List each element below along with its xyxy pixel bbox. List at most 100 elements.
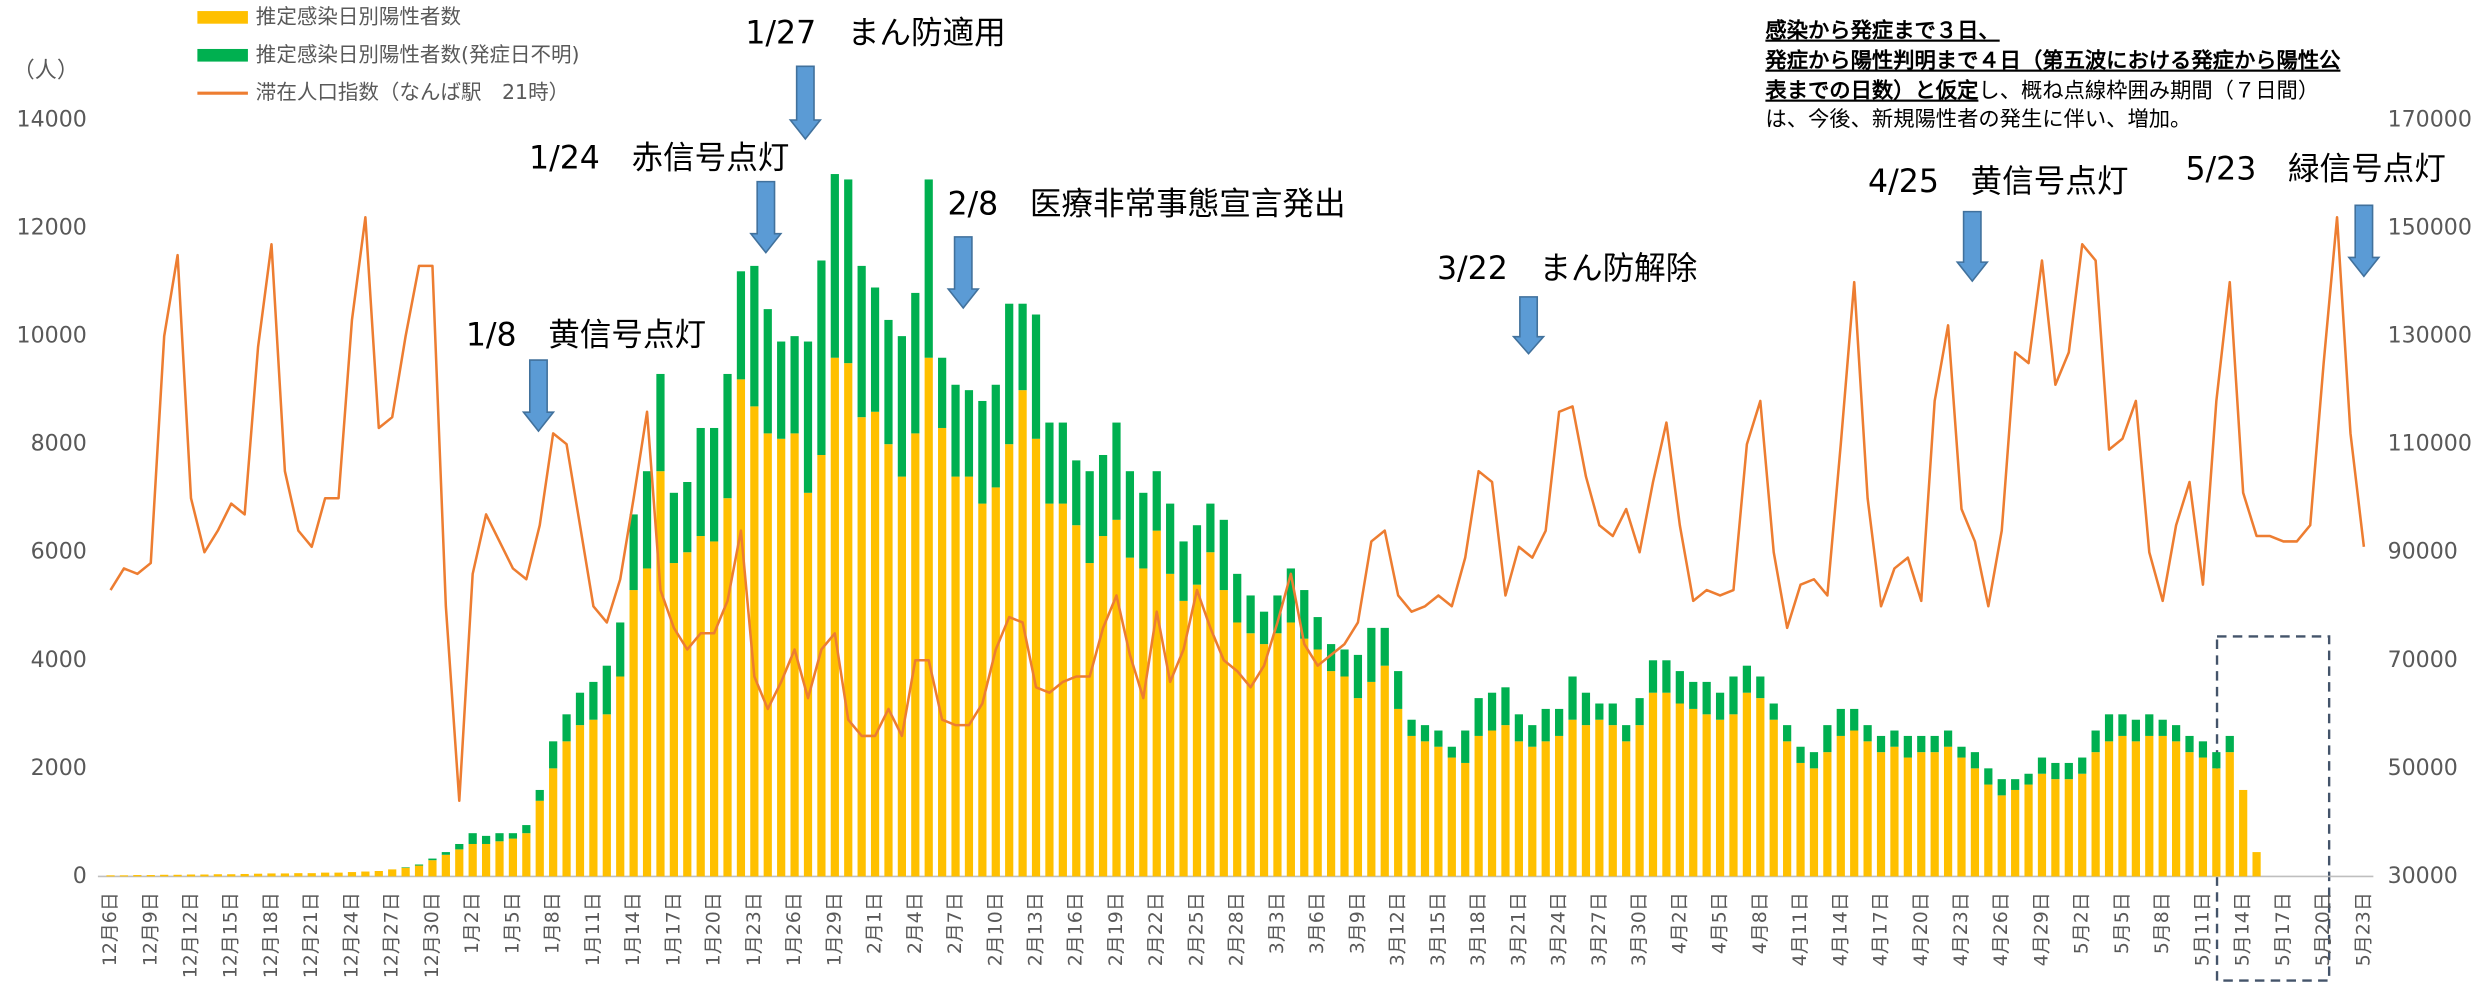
bar bbox=[897, 336, 906, 477]
bar bbox=[656, 373, 665, 472]
bar bbox=[334, 872, 343, 877]
bar bbox=[1836, 708, 1845, 736]
bar bbox=[1098, 454, 1108, 537]
bar bbox=[1783, 741, 1792, 877]
bar bbox=[1072, 460, 1081, 526]
x-tick-label: 2月19日 bbox=[1105, 892, 1127, 966]
bar bbox=[2185, 752, 2194, 877]
bar bbox=[1461, 762, 1470, 877]
bar bbox=[1474, 735, 1483, 877]
bar bbox=[1219, 519, 1228, 591]
y2-tick-label: 50000 bbox=[2388, 755, 2458, 781]
bar bbox=[1796, 762, 1805, 877]
bar bbox=[1005, 303, 1014, 445]
y2-tick-label: 130000 bbox=[2388, 323, 2472, 349]
y-tick-label: 2000 bbox=[31, 755, 87, 781]
annotation: 1/27 まん防適用 bbox=[745, 16, 1005, 52]
bar bbox=[2024, 784, 2033, 877]
x-tick-label: 1月2日 bbox=[461, 892, 483, 954]
bar bbox=[1045, 422, 1054, 504]
x-tick-label: 3月24日 bbox=[1548, 892, 1570, 966]
x-tick-label: 12月6日 bbox=[99, 892, 121, 966]
bar bbox=[1300, 638, 1309, 877]
arrow bbox=[749, 180, 783, 254]
bar bbox=[106, 875, 115, 877]
x-tick-label: 3月30日 bbox=[1628, 892, 1650, 966]
bar bbox=[401, 867, 410, 868]
bar bbox=[1997, 795, 2006, 877]
bar bbox=[1635, 725, 1644, 877]
bar bbox=[1353, 654, 1363, 699]
bar bbox=[2037, 773, 2047, 877]
bar bbox=[642, 568, 652, 877]
x-tick-label: 12月21日 bbox=[300, 892, 322, 978]
bar bbox=[1152, 530, 1161, 877]
bar bbox=[1648, 660, 1658, 693]
bar bbox=[2078, 773, 2087, 877]
x-tick-label: 2月28日 bbox=[1226, 892, 1248, 966]
bar bbox=[1031, 314, 1041, 439]
bar bbox=[616, 622, 625, 677]
bar bbox=[790, 336, 799, 434]
bar bbox=[1957, 757, 1966, 877]
bar bbox=[1018, 303, 1027, 391]
bar bbox=[280, 873, 290, 877]
note-bold: 発症から陽性判明まで４日（第五波における発症から陽性公 bbox=[1764, 48, 2341, 74]
bar bbox=[1809, 752, 1819, 769]
bar bbox=[1689, 681, 1698, 709]
bar bbox=[857, 417, 866, 877]
bar bbox=[1930, 752, 1939, 877]
bar bbox=[1769, 703, 1778, 720]
bar bbox=[1729, 676, 1738, 715]
bar bbox=[1434, 746, 1443, 877]
bar bbox=[1742, 665, 1752, 693]
bar bbox=[2091, 752, 2100, 877]
bar bbox=[817, 454, 826, 877]
bar bbox=[549, 768, 558, 877]
bar bbox=[1863, 725, 1872, 742]
bar bbox=[951, 384, 960, 477]
bar bbox=[2172, 741, 2181, 877]
bar bbox=[1394, 671, 1403, 709]
arrow bbox=[788, 65, 822, 141]
annotation: 1/24 赤信号点灯 bbox=[529, 140, 789, 176]
bar bbox=[2239, 789, 2248, 877]
bar bbox=[938, 427, 947, 877]
bar bbox=[1622, 741, 1631, 877]
bar bbox=[763, 309, 772, 434]
bar bbox=[1662, 692, 1671, 877]
bar bbox=[468, 833, 477, 844]
bar bbox=[1702, 681, 1711, 715]
annotation: 2/8 医療非常事態宣言発出 bbox=[947, 186, 1345, 222]
x-tick-label: 4月5日 bbox=[1709, 892, 1731, 954]
bar bbox=[1501, 687, 1510, 726]
x-tick-label: 5月20日 bbox=[2312, 892, 2334, 966]
bar bbox=[1970, 768, 1980, 877]
arrow bbox=[2347, 204, 2381, 278]
bar bbox=[1058, 422, 1067, 504]
bar bbox=[629, 514, 638, 591]
bar bbox=[1715, 692, 1725, 720]
bar bbox=[1112, 422, 1121, 520]
bar bbox=[481, 843, 491, 877]
bar bbox=[1166, 573, 1175, 877]
bar bbox=[2024, 773, 2033, 785]
bar bbox=[1675, 671, 1684, 704]
x-tick-label: 2月13日 bbox=[1025, 892, 1047, 966]
bar bbox=[388, 869, 397, 877]
bar bbox=[133, 875, 142, 877]
bar bbox=[1689, 708, 1698, 877]
x-tick-label: 3月21日 bbox=[1507, 892, 1529, 966]
bar bbox=[1769, 719, 1778, 877]
bar bbox=[1085, 563, 1094, 877]
bar bbox=[1568, 719, 1577, 877]
bar bbox=[870, 411, 880, 877]
bar bbox=[428, 860, 437, 877]
y-tick-label: 14000 bbox=[17, 107, 87, 133]
bar bbox=[253, 873, 263, 877]
bar bbox=[1943, 730, 1953, 747]
bar bbox=[240, 873, 249, 877]
bar bbox=[656, 471, 665, 877]
bar bbox=[1461, 730, 1470, 763]
bar bbox=[750, 265, 759, 407]
